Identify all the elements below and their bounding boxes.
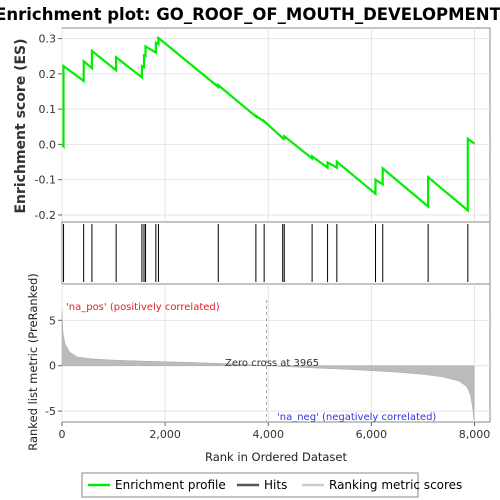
legend-metric-label: Ranking metric scores — [329, 478, 462, 492]
x-axis-label: Rank in Ordered Dataset — [205, 450, 348, 464]
hits-marks — [63, 224, 469, 282]
legend-enrichment-label: Enrichment profile — [115, 478, 226, 492]
es-grid — [61, 28, 490, 222]
es-panel — [61, 27, 491, 223]
neg-correlated-label: 'na_neg' (negatively correlated) — [277, 412, 436, 423]
es-y-tick-label: 0.3 — [39, 33, 57, 46]
ranking-metric-area — [61, 311, 475, 421]
chart-title: Enrichment plot: GO_ROOF_OF_MOUTH_DEVELO… — [0, 5, 500, 24]
es-y-ticks: -0.2 -0.1 0.0 0.1 0.2 0.3 — [35, 33, 62, 222]
x-tick-label: 8,000 — [459, 428, 491, 441]
metric-y-tick-label: 5 — [49, 314, 56, 327]
es-y-tick-label: 0.2 — [39, 68, 57, 81]
x-tick-label: 6,000 — [356, 428, 388, 441]
metric-axis-label: Ranked list metric (PreRanked) — [26, 273, 40, 451]
es-axis-label: Enrichment score (ES) — [13, 38, 29, 213]
metric-y-ticks: -5 0 5 — [45, 314, 62, 418]
x-tick-label: 4,000 — [253, 428, 285, 441]
metric-panel — [61, 283, 491, 423]
metric-y-tick-label: -5 — [45, 405, 56, 418]
es-y-tick-label: -0.2 — [35, 209, 56, 222]
x-tick-label: 2,000 — [149, 428, 181, 441]
zero-cross-label: Zero cross at 3965 — [225, 358, 319, 369]
metric-y-tick-label: 0 — [49, 360, 56, 373]
enrichment-profile-line — [61, 35, 476, 213]
es-y-tick-label: 0.1 — [39, 103, 57, 116]
x-tick-label: 0 — [59, 428, 66, 441]
hits-panel — [61, 221, 491, 285]
x-ticks: 0 2,000 4,000 6,000 8,000 — [59, 422, 491, 441]
es-y-tick-label: 0.0 — [39, 138, 57, 151]
pos-correlated-label: 'na_pos' (positively correlated) — [66, 302, 220, 313]
legend-hits-label: Hits — [264, 478, 287, 492]
es-y-tick-label: -0.1 — [35, 174, 56, 187]
